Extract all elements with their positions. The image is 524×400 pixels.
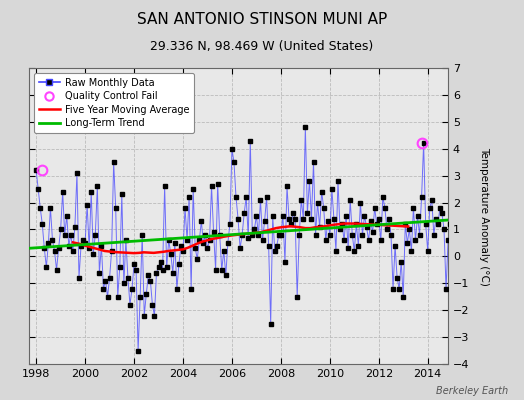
Legend: Raw Monthly Data, Quality Control Fail, Five Year Moving Average, Long-Term Tren: Raw Monthly Data, Quality Control Fail, … [34,73,194,133]
Text: 29.336 N, 98.469 W (United States): 29.336 N, 98.469 W (United States) [150,40,374,53]
Text: Berkeley Earth: Berkeley Earth [436,386,508,396]
Y-axis label: Temperature Anomaly (°C): Temperature Anomaly (°C) [479,146,489,286]
Text: SAN ANTONIO STINSON MUNI AP: SAN ANTONIO STINSON MUNI AP [137,12,387,27]
